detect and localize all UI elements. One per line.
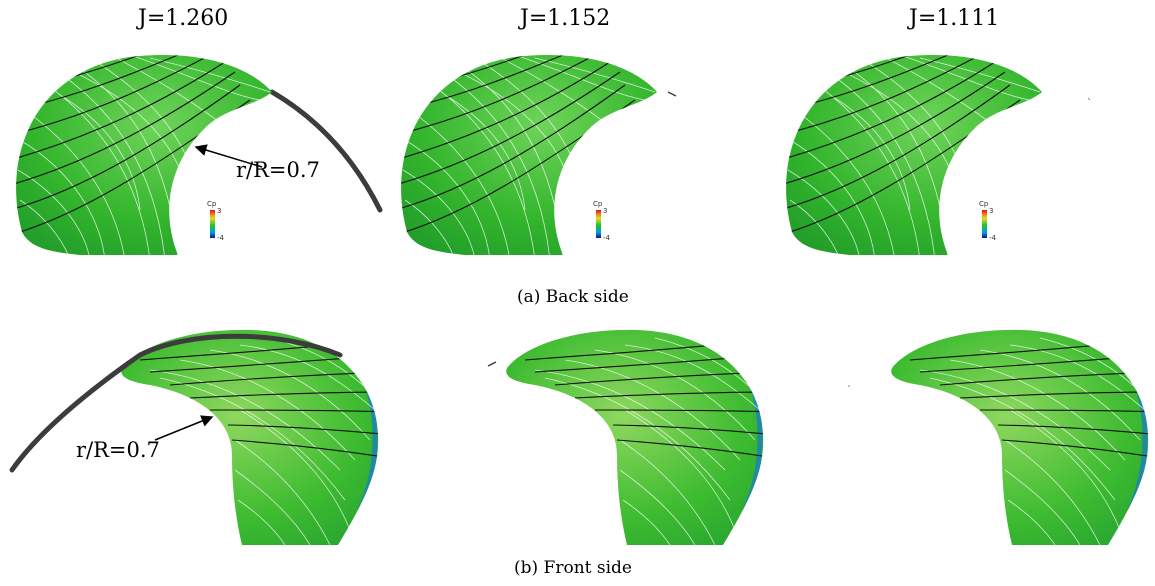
colorbar-2-title: Cp	[593, 200, 603, 208]
colorbar-2	[596, 210, 601, 238]
blade-back-j1260	[10, 48, 272, 260]
colorbar-3-max: 3	[989, 207, 994, 215]
colorbar-3-title: Cp	[979, 200, 989, 208]
column-label-3: J=1.111	[909, 6, 1000, 31]
colorbar-3-min: -4	[989, 234, 996, 242]
arrow-front	[154, 415, 214, 441]
vortex-fragment-back-3	[1087, 97, 1091, 101]
colorbar-1-min: -4	[217, 234, 224, 242]
annotation-front: r/R=0.7	[76, 438, 160, 462]
vortex-fragment-back-2	[667, 91, 677, 97]
colorbar-1	[210, 210, 215, 238]
colorbar-2-max: 3	[603, 207, 608, 215]
tip-vortex-front	[9, 333, 343, 473]
caption-back: (a) Back side	[517, 287, 629, 307]
blade-back-j1152	[395, 48, 657, 260]
blade-front-j1111	[891, 330, 1155, 545]
column-label-1: J=1.260	[138, 6, 229, 31]
tip-vortex-back	[269, 89, 383, 213]
caption-front: (b) Front side	[514, 558, 632, 578]
colorbar-2-min: -4	[603, 234, 610, 242]
column-label-2: J=1.152	[520, 6, 611, 31]
blade-back-j1111	[780, 48, 1042, 260]
colorbar-3	[982, 210, 987, 238]
vortex-fragment-front-2	[487, 361, 497, 367]
annotation-back: r/R=0.7	[236, 158, 320, 182]
arrow-back	[194, 144, 263, 168]
colorbar-1-title: Cp	[207, 200, 217, 208]
colorbar-1-max: 3	[217, 207, 222, 215]
blade-front-j1152	[506, 330, 777, 545]
